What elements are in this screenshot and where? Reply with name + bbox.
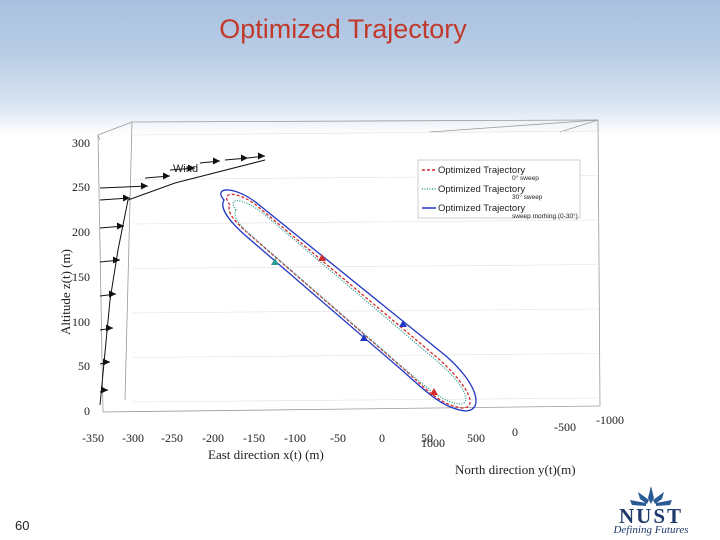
x-tick-label: -300: [122, 431, 144, 445]
wind-arrow-head: [213, 157, 220, 165]
x-tick-label: -50: [330, 431, 346, 445]
legend-entry-label: Optimized Trajectory: [438, 203, 525, 214]
wind-arrow-head: [188, 164, 195, 172]
grid-line: [131, 219, 599, 225]
wind-arrow-head: [141, 182, 148, 190]
y-tick-label: 0: [512, 425, 518, 439]
wind-arrow-head: [163, 172, 170, 180]
wind-arrow-head: [117, 222, 124, 230]
y-tick-label: 1000: [421, 436, 445, 450]
y-tick-label: -500: [554, 420, 576, 434]
legend-entry-sublabel: 0° sweep: [512, 174, 539, 182]
x-axis-label: East direction x(t) (m): [208, 447, 324, 462]
trajectory-series-2: [220, 189, 477, 412]
box-edge: [102, 405, 601, 413]
nust-logo: NUST Defining Futures: [596, 484, 706, 536]
z-axis-label: Altitude z(t) (m): [58, 249, 73, 335]
legend-entry-sublabel: sweep morhing (0-30°): [512, 212, 578, 220]
wind-envelope-line: [99, 159, 266, 406]
x-tick-label: -250: [161, 431, 183, 445]
box-edge: [97, 121, 133, 136]
wind-arrow-head: [258, 152, 265, 160]
z-tick-label: 150: [72, 270, 90, 284]
wind-arrow-head: [109, 290, 116, 298]
slide-header-band: [0, 0, 720, 135]
plot-box-frame: [97, 119, 601, 413]
x-tick-label: -100: [284, 431, 306, 445]
nust-emblem-icon: [630, 486, 672, 506]
z-tick-label: 200: [72, 225, 90, 239]
y-tick-label: 500: [467, 431, 485, 445]
x-tick-label: -150: [243, 431, 265, 445]
wind-arrow-head: [101, 386, 108, 394]
wind-vectors: [99, 152, 266, 406]
trajectory-direction-marker: [360, 334, 368, 341]
box-edge: [97, 134, 101, 141]
page-number: 60: [15, 518, 30, 533]
wind-arrow-head: [123, 194, 130, 202]
x-tick-label: -200: [202, 431, 224, 445]
z-tick-label: 300: [72, 136, 90, 150]
legend-entry-label: Optimized Trajectory: [438, 184, 525, 195]
slide-title: Optimized Trajectory: [219, 14, 467, 44]
z-tick-label: 0: [84, 404, 90, 418]
trajectory-series-1: [232, 200, 467, 405]
box-edge: [97, 134, 104, 413]
legend-entry-sublabel: 30° sweep: [512, 193, 543, 201]
x-tick-label: 0: [379, 431, 385, 445]
logo-tagline: Defining Futures: [613, 524, 689, 536]
box-edge: [597, 119, 601, 407]
grid-line: [131, 308, 599, 314]
grid-line: [131, 264, 599, 269]
x-tick-label: -350: [82, 431, 104, 445]
box-edge: [429, 119, 599, 133]
grid-line: [131, 130, 599, 136]
z-tick-label: 250: [72, 180, 90, 194]
legend-entry-label: Optimized Trajectory: [438, 165, 525, 176]
wind-arrow-head: [241, 154, 248, 162]
wind-label: Wind: [173, 163, 198, 175]
trajectory-direction-marker: [318, 254, 326, 261]
x-tick-label: 50: [421, 431, 433, 445]
box-edge: [559, 119, 599, 133]
box-edge: [131, 119, 599, 123]
z-tick-label: 50: [78, 359, 90, 373]
plot-grid: [131, 130, 599, 403]
y-axis-label: North direction y(t)(m): [455, 462, 576, 477]
box-edge: [124, 121, 133, 401]
trajectory-series-0: [226, 193, 471, 409]
trajectory-direction-marker: [399, 320, 407, 327]
grid-line: [131, 397, 599, 403]
trajectory-direction-marker: [430, 388, 438, 395]
y-tick-label: -1000: [596, 413, 624, 427]
logo-wordmark: NUST: [618, 504, 684, 528]
trajectory-direction-marker: [271, 258, 279, 265]
grid-line: [131, 353, 599, 358]
wind-arrow-shaft: [99, 185, 149, 189]
legend-box: [417, 159, 581, 219]
z-tick-label: 100: [72, 315, 90, 329]
trajectory-curves: [220, 189, 477, 412]
